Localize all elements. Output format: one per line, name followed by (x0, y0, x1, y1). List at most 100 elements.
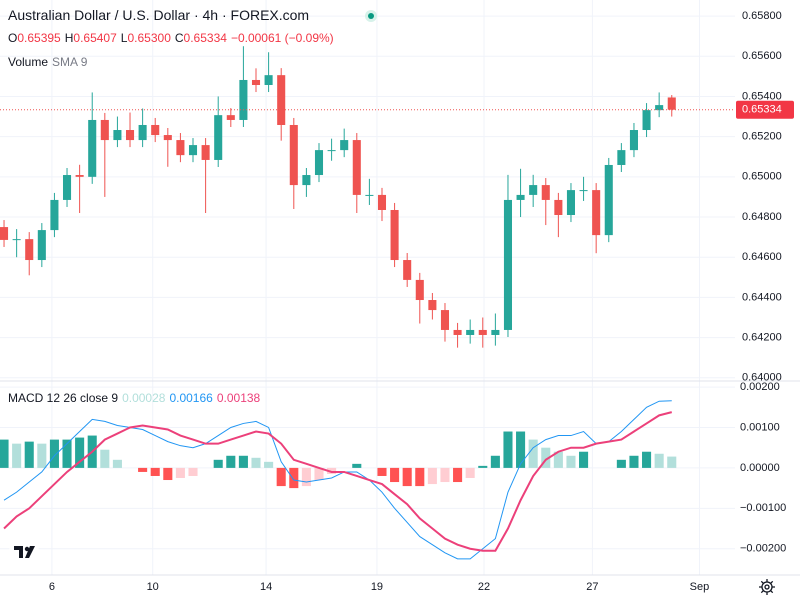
histogram-bar (289, 467, 299, 489)
histogram-bar (427, 467, 437, 485)
candle-body (529, 185, 538, 195)
candle-body (25, 239, 34, 261)
settings-gear[interactable] (759, 579, 775, 595)
candle-body (629, 130, 638, 151)
candle-body (176, 140, 185, 156)
candle-body (214, 115, 223, 160)
histogram-bar (415, 467, 425, 487)
histogram-bar (62, 439, 72, 468)
tradingview-logo[interactable] (9, 537, 39, 567)
y-tick-label: 0.65400 (742, 90, 782, 102)
x-tick-label: 22 (478, 581, 490, 593)
histogram-bar (541, 447, 551, 468)
candle-body (466, 329, 475, 335)
histogram-bar (503, 431, 513, 468)
candle-body (415, 279, 424, 301)
histogram-bar (642, 451, 652, 468)
candle-body (151, 124, 160, 136)
candle-body (62, 175, 72, 200)
histogram-bar (516, 431, 526, 468)
histogram-bar (75, 437, 85, 468)
histogram-bar (37, 443, 47, 468)
candle-body (50, 199, 59, 231)
candle-body (604, 164, 613, 236)
candle-body (642, 110, 651, 131)
volume-sma: SMA 9 (52, 55, 88, 69)
symbol-title: Australian Dollar / U.S. Dollar · 4h · F… (8, 7, 309, 23)
y-tick-label: −0.00100 (740, 502, 786, 514)
candle-body (289, 124, 298, 186)
histogram-bar (112, 459, 122, 468)
candle-body (667, 97, 676, 110)
candle-body (88, 119, 97, 177)
histogram-bar (226, 455, 236, 468)
y-tick-label: 0.00100 (740, 421, 780, 433)
histogram-bar (251, 457, 261, 468)
ohlc-key: H (64, 31, 74, 45)
histogram-bar (301, 467, 311, 487)
volume-legend: Volume SMA 9 (8, 55, 87, 69)
histogram-bar (478, 465, 488, 468)
candle-body (125, 130, 135, 141)
histogram-bar (49, 439, 59, 468)
histogram-bar (0, 439, 9, 468)
candle-body (403, 260, 412, 280)
candle-body (75, 175, 84, 177)
market-status-dot[interactable] (368, 13, 374, 19)
histogram-bar (402, 467, 412, 487)
macd-label: MACD 12 26 close 9 (8, 391, 119, 405)
candle-body (327, 150, 336, 152)
histogram-bar (150, 467, 160, 476)
histogram-bar (276, 467, 286, 487)
y-tick-label: 0.65800 (742, 10, 782, 22)
candle-body (264, 75, 273, 86)
histogram-bar (654, 453, 664, 468)
last-price-box (736, 100, 794, 119)
histogram-bar (377, 467, 387, 476)
signal-line (3, 411, 673, 552)
y-tick-label: −0.00200 (740, 543, 786, 555)
histogram-bar (553, 451, 563, 468)
candle-body (478, 329, 487, 335)
ohlc-key: L (120, 31, 128, 45)
y-tick-label: 0.00000 (740, 462, 780, 474)
candle-body (390, 209, 399, 261)
candle-body (0, 227, 9, 240)
histogram-bar (314, 467, 324, 481)
candle-body (554, 199, 563, 216)
candle-body (138, 124, 147, 141)
candle-body (592, 190, 601, 236)
ohlc-legend: O0.65395 H0.65407 L0.65300 C0.65334 −0.00061… (8, 31, 334, 45)
y-tick-label: 0.64000 (742, 372, 782, 384)
y-tick-label: 0.65200 (742, 131, 782, 143)
candle-body (579, 190, 588, 192)
candle-body (239, 79, 248, 120)
histogram-bar (24, 441, 34, 468)
ohlc-value: 0.65334 (183, 31, 227, 45)
ohlc-change: −0.00061 (−0.09%) (230, 31, 334, 45)
macd-line (3, 400, 672, 560)
histogram-bar (390, 467, 400, 483)
ohlc-key: C (174, 31, 184, 45)
candle-body (340, 140, 349, 151)
y-tick-label: 0.65600 (742, 50, 782, 62)
histogram-bar (629, 455, 639, 468)
histogram-bar (440, 467, 450, 483)
candle-body (302, 175, 311, 186)
y-tick-label: 0.64800 (742, 211, 782, 223)
ohlc-value: 0.65407 (73, 31, 117, 45)
histogram-bar (100, 449, 110, 468)
candle-body (251, 79, 261, 86)
x-tick-label: 19 (371, 581, 383, 593)
histogram-bar (667, 456, 677, 468)
candle-body (655, 105, 664, 111)
candle-body (113, 130, 122, 141)
candle-body (12, 239, 21, 241)
candle-body (365, 194, 374, 196)
candle-body (541, 185, 550, 200)
x-tick-label: 27 (586, 581, 598, 593)
histogram-bar (579, 451, 589, 468)
y-tick-label: 0.64600 (742, 251, 782, 263)
histogram-bar (566, 455, 576, 468)
